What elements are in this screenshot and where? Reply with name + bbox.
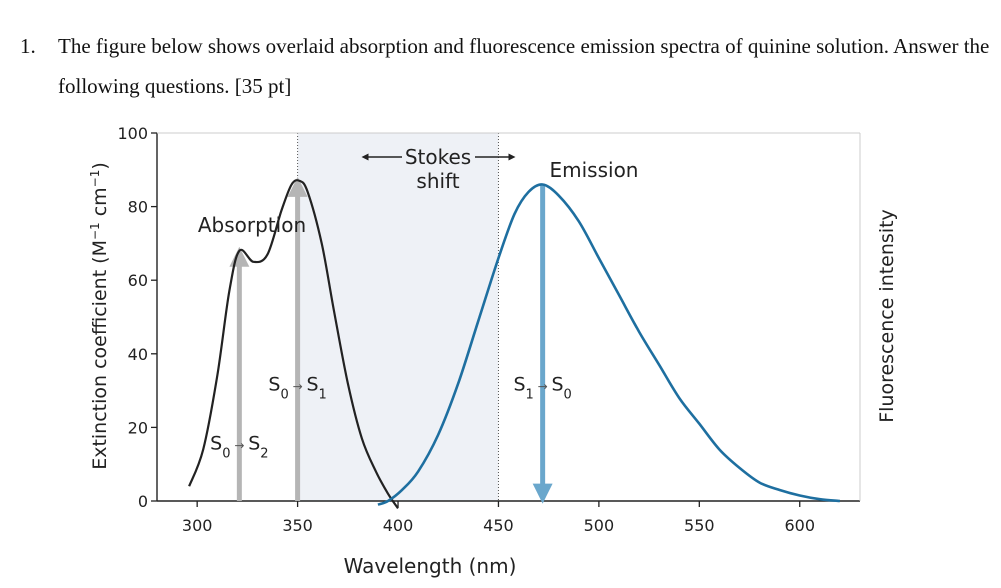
transition-s0-s1-label-part: 1 bbox=[319, 387, 327, 402]
stokes-shift-annotation: Stokes shift bbox=[361, 145, 516, 193]
y-tick-label: 60 bbox=[128, 271, 148, 290]
transition-s1-s0-label-part: 1 bbox=[526, 387, 534, 402]
x-tick-label: 600 bbox=[784, 516, 815, 535]
transition-s1-s0-label-part: → bbox=[534, 380, 552, 394]
transition-s1-s0-label-part: 0 bbox=[564, 387, 572, 402]
transition-s0-s2-label: S0 → S2 bbox=[210, 432, 268, 461]
transition-s0-s1-label-part: S bbox=[268, 374, 280, 396]
transition-s0-s1-label: S0 → S1 bbox=[268, 374, 326, 403]
x-tick-label: 450 bbox=[483, 516, 514, 535]
question-block: 1. The figure below shows overlaid absor… bbox=[20, 26, 995, 106]
transition-s0-s2-label-part: → bbox=[231, 438, 249, 452]
y-label-main: Extinction coefficient (M bbox=[89, 240, 111, 470]
transition-s0-s2-label-part: S bbox=[248, 432, 260, 454]
emission-series-line bbox=[377, 183, 841, 506]
transition-s0-s1-label-part: → bbox=[289, 380, 307, 394]
absorption-series-line bbox=[188, 179, 399, 509]
stokes-label-line2: shift bbox=[416, 169, 459, 193]
y-axis-right-label: Fluorescence intensity bbox=[876, 209, 898, 423]
emission-label: Emission bbox=[550, 158, 639, 182]
transition-s1-s0-label: S1 → S0 bbox=[513, 374, 571, 403]
y-axis-left-label: Extinction coefficient (M−1 cm−1) bbox=[88, 162, 111, 470]
x-tick-label: 400 bbox=[383, 516, 414, 535]
y-label-mid: cm bbox=[89, 187, 111, 222]
stokes-shift-region bbox=[297, 133, 499, 501]
stokes-label-line1: Stokes bbox=[405, 145, 471, 169]
question-number: 1. bbox=[20, 34, 36, 58]
x-tick-label: 550 bbox=[684, 516, 715, 535]
x-tick-label: 300 bbox=[182, 516, 213, 535]
transition-s1-s0-label-part: S bbox=[513, 374, 525, 396]
transition-s1-s0-label-part: S bbox=[551, 374, 563, 396]
y-tick-label: 80 bbox=[128, 198, 148, 217]
y-label-sup1: −1 bbox=[88, 222, 102, 240]
transition-s0-s1-label-part: S bbox=[306, 374, 318, 396]
transition-s0-s2-label-part: S bbox=[210, 432, 222, 454]
y-tick-label: 20 bbox=[128, 418, 148, 437]
y-label-end: ) bbox=[89, 162, 111, 169]
transition-s0-s2-label-part: 0 bbox=[222, 446, 230, 461]
transition-s0-s2-label-part: 2 bbox=[260, 446, 268, 461]
x-axis-label: Wavelength (nm) bbox=[344, 554, 517, 578]
question-text: The figure below shows overlaid absorpti… bbox=[58, 34, 990, 98]
y-tick-label: 0 bbox=[138, 492, 148, 511]
x-tick-label: 350 bbox=[282, 516, 313, 535]
y-label-sup2: −1 bbox=[88, 170, 102, 188]
y-tick-label: 100 bbox=[117, 124, 148, 143]
x-tick-label: 500 bbox=[584, 516, 615, 535]
transition-s0-s1-label-part: 0 bbox=[280, 387, 288, 402]
y-tick-label: 40 bbox=[128, 345, 148, 364]
absorption-label: Absorption bbox=[198, 213, 306, 237]
